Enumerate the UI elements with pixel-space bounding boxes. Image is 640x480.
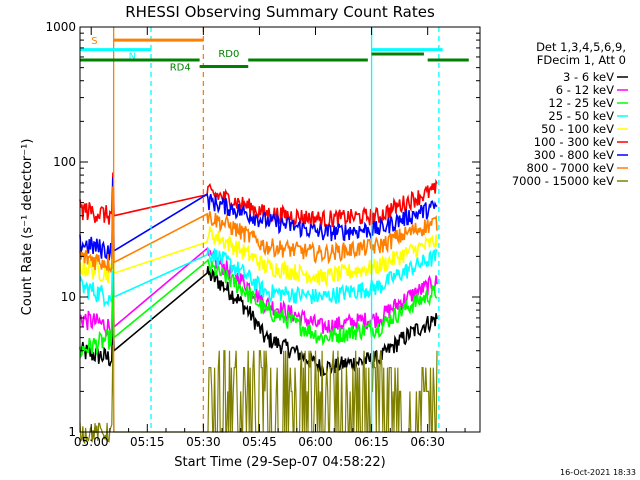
y-tick-label-1: 1 [68, 425, 76, 439]
x-tick-label-3: 05:30 [186, 435, 221, 449]
legend-label-2: 6 - 12 keV [556, 83, 614, 97]
series-line-3 [79, 258, 438, 359]
plot-area [79, 27, 440, 445]
x-tick-label-4: 05:45 [242, 435, 277, 449]
flag-label-n: N [129, 52, 136, 63]
x-tick-label-6: 06:15 [354, 435, 389, 449]
y-tick-label-4: 1000 [45, 20, 76, 34]
flag-label-rd0: RD0 [218, 49, 239, 60]
legend-label-1: 3 - 6 keV [563, 70, 614, 84]
legend-label-8: 800 - 7000 keV [526, 161, 614, 175]
flag-label-rd4: RD4 [170, 62, 191, 73]
series-line-9 [79, 345, 438, 445]
chart-title: RHESSI Observing Summary Count Rates [125, 3, 435, 21]
legend-label-4: 25 - 50 keV [548, 109, 614, 123]
series-line-4 [79, 240, 438, 309]
footer-timestamp: 16-Oct-2021 18:33 [560, 468, 636, 477]
y-axis-label: Count Rate (s⁻¹ detector⁻¹) [20, 139, 35, 316]
legend-label-3: 12 - 25 keV [548, 96, 614, 110]
legend-label-7: 300 - 800 keV [534, 148, 614, 162]
x-tick-label-5: 06:00 [298, 435, 333, 449]
series-line-2 [79, 247, 438, 341]
series-line-5 [79, 223, 438, 289]
legend-header-2: FDecim 1, Att 0 [537, 53, 626, 67]
y-tick-label-2: 10 [61, 290, 76, 304]
series-line-8 [79, 186, 438, 274]
x-tick-label-7: 06:30 [410, 435, 445, 449]
legend-header-1: Det 1,3,4,5,6,9, [536, 40, 626, 54]
x-axis-label: Start Time (29-Sep-07 04:58:22) [174, 455, 385, 470]
x-tick-label-2: 05:15 [130, 435, 165, 449]
legend-label-6: 100 - 300 keV [534, 135, 614, 149]
flag-bars: S N RD0 RD4 [80, 36, 469, 73]
x-tick-label-1: 05:00 [74, 435, 109, 449]
legend-label-5: 50 - 100 keV [541, 122, 614, 136]
plot-frame [79, 26, 481, 433]
axes: 05:00 05:15 05:30 05:45 06:00 06:15 06:30 1 10 10… [45, 20, 481, 449]
flag-label-s: S [91, 36, 97, 47]
series-line-7 [79, 177, 438, 261]
y-tick-label-3: 100 [53, 155, 76, 169]
series-line-6 [79, 172, 438, 228]
legend: Det 1,3,4,5,6,9, FDecim 1, Att 0 3 - 6 k… [512, 40, 628, 188]
legend-label-9: 7000 - 15000 keV [512, 174, 614, 188]
